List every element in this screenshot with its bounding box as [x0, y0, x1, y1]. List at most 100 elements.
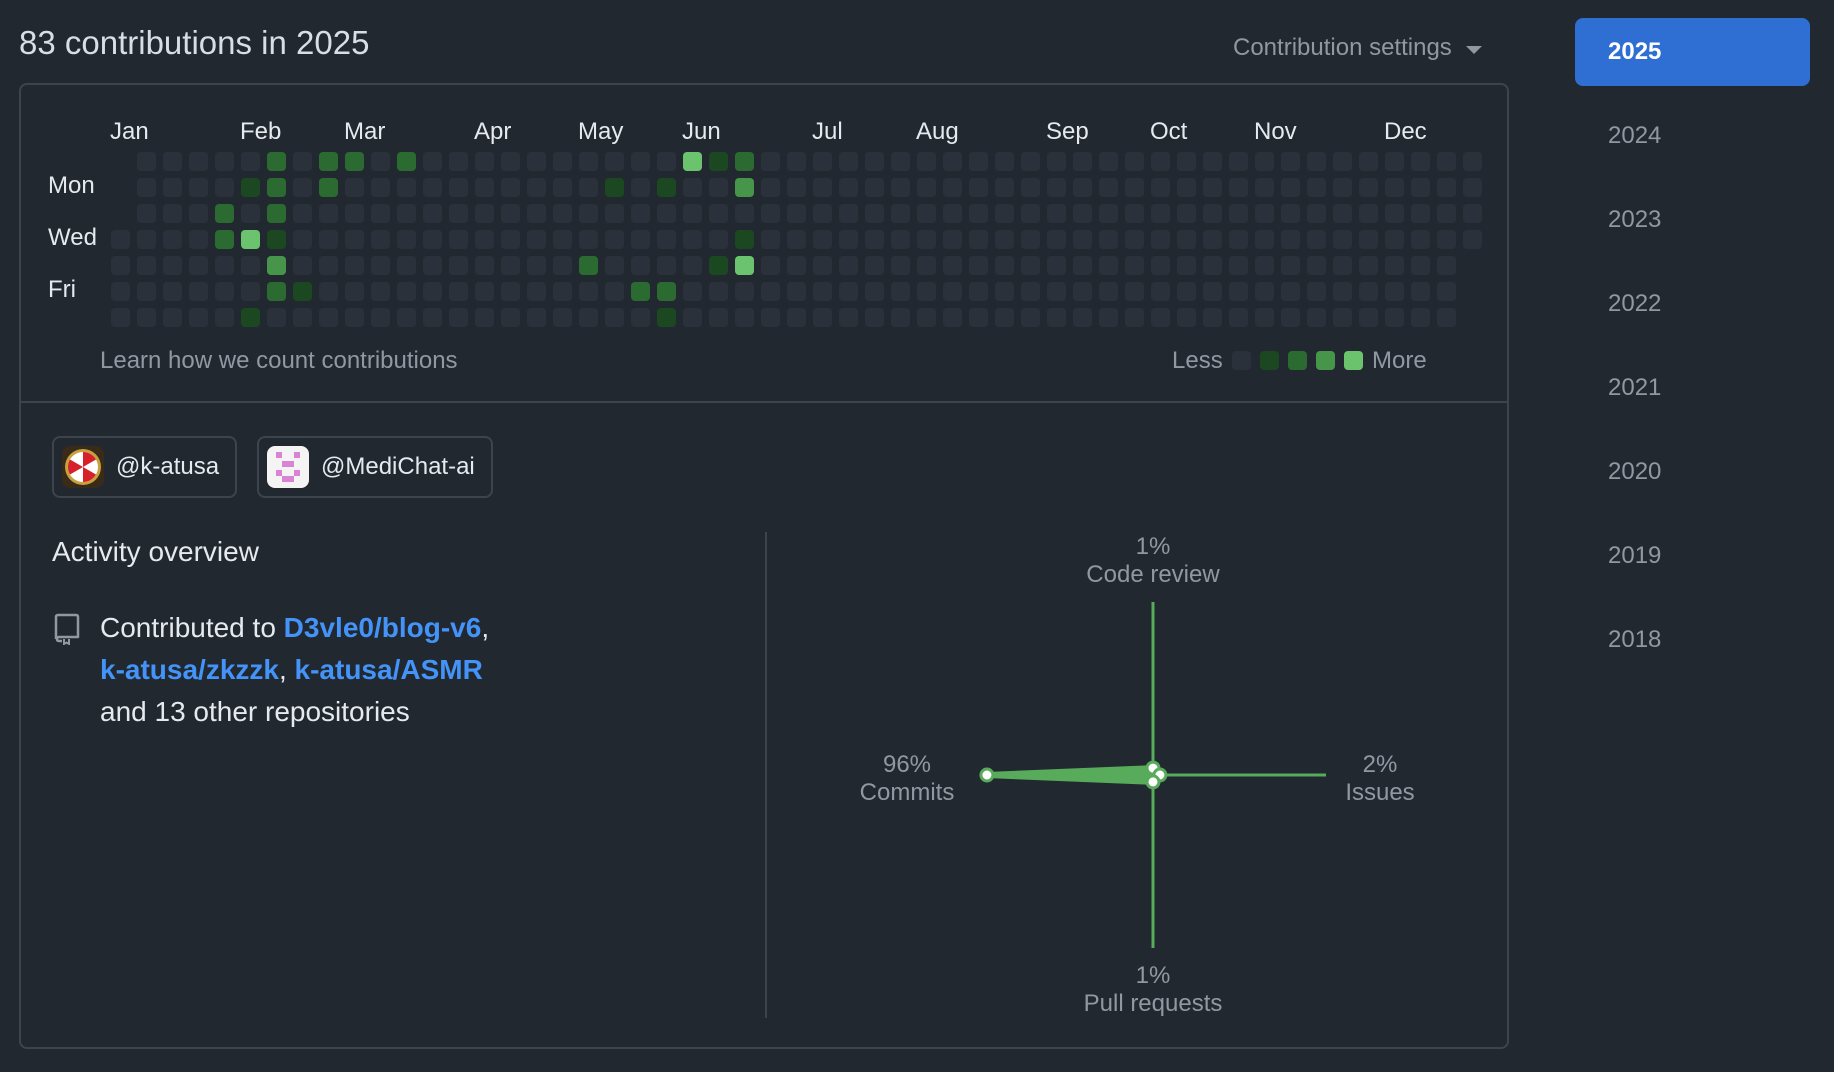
- contribution-day-cell[interactable]: [631, 152, 650, 171]
- contribution-day-cell[interactable]: [631, 230, 650, 249]
- contribution-day-cell[interactable]: [1099, 256, 1118, 275]
- contribution-day-cell[interactable]: [1307, 204, 1326, 223]
- contribution-settings-dropdown[interactable]: Contribution settings: [1233, 34, 1482, 62]
- contribution-day-cell[interactable]: [1203, 230, 1222, 249]
- contribution-day-cell[interactable]: [163, 308, 182, 327]
- contribution-day-cell[interactable]: [553, 282, 572, 301]
- contribution-day-cell[interactable]: [241, 178, 260, 197]
- contribution-day-cell[interactable]: [397, 308, 416, 327]
- contribution-day-cell[interactable]: [423, 282, 442, 301]
- contribution-day-cell[interactable]: [943, 178, 962, 197]
- year-button-2023[interactable]: 2023: [1575, 186, 1810, 254]
- contribution-day-cell[interactable]: [1073, 152, 1092, 171]
- contribution-day-cell[interactable]: [1359, 282, 1378, 301]
- contribution-day-cell[interactable]: [111, 256, 130, 275]
- contribution-day-cell[interactable]: [1073, 308, 1092, 327]
- contribution-day-cell[interactable]: [839, 152, 858, 171]
- contribution-day-cell[interactable]: [1411, 308, 1430, 327]
- contribution-day-cell[interactable]: [1203, 152, 1222, 171]
- contribution-day-cell[interactable]: [1359, 308, 1378, 327]
- contribution-day-cell[interactable]: [1151, 230, 1170, 249]
- contribution-day-cell[interactable]: [1463, 152, 1482, 171]
- contribution-day-cell[interactable]: [371, 204, 390, 223]
- contribution-day-cell[interactable]: [501, 282, 520, 301]
- contribution-day-cell[interactable]: [1359, 256, 1378, 275]
- contribution-day-cell[interactable]: [215, 256, 234, 275]
- contribution-day-cell[interactable]: [1385, 230, 1404, 249]
- contribution-day-cell[interactable]: [1125, 308, 1144, 327]
- contribution-day-cell[interactable]: [1307, 256, 1326, 275]
- contribution-day-cell[interactable]: [813, 204, 832, 223]
- contribution-day-cell[interactable]: [1281, 256, 1300, 275]
- contribution-day-cell[interactable]: [865, 230, 884, 249]
- contribution-day-cell[interactable]: [683, 204, 702, 223]
- contribution-day-cell[interactable]: [501, 178, 520, 197]
- contribution-day-cell[interactable]: [345, 308, 364, 327]
- contribution-day-cell[interactable]: [917, 230, 936, 249]
- contribution-day-cell[interactable]: [553, 256, 572, 275]
- contribution-day-cell[interactable]: [449, 204, 468, 223]
- contribution-day-cell[interactable]: [527, 308, 546, 327]
- contribution-day-cell[interactable]: [1281, 204, 1300, 223]
- contribution-day-cell[interactable]: [449, 308, 468, 327]
- contribution-day-cell[interactable]: [839, 308, 858, 327]
- year-button-2019[interactable]: 2019: [1575, 522, 1810, 590]
- contribution-day-cell[interactable]: [995, 308, 1014, 327]
- contribution-day-cell[interactable]: [293, 204, 312, 223]
- contribution-day-cell[interactable]: [1021, 256, 1040, 275]
- contribution-day-cell[interactable]: [1437, 178, 1456, 197]
- contribution-day-cell[interactable]: [319, 204, 338, 223]
- contribution-day-cell[interactable]: [865, 204, 884, 223]
- contribution-day-cell[interactable]: [1411, 230, 1430, 249]
- contribution-day-cell[interactable]: [839, 230, 858, 249]
- contribution-day-cell[interactable]: [995, 256, 1014, 275]
- contribution-day-cell[interactable]: [163, 178, 182, 197]
- contribution-day-cell[interactable]: [1333, 256, 1352, 275]
- contribution-day-cell[interactable]: [839, 256, 858, 275]
- contribution-day-cell[interactable]: [709, 282, 728, 301]
- contribution-day-cell[interactable]: [501, 152, 520, 171]
- contribution-day-cell[interactable]: [1203, 282, 1222, 301]
- contribution-day-cell[interactable]: [1047, 282, 1066, 301]
- contribution-day-cell[interactable]: [319, 282, 338, 301]
- contribution-day-cell[interactable]: [371, 308, 390, 327]
- contribution-day-cell[interactable]: [917, 256, 936, 275]
- contribution-day-cell[interactable]: [1099, 308, 1118, 327]
- contribution-day-cell[interactable]: [1177, 282, 1196, 301]
- contribution-day-cell[interactable]: [215, 230, 234, 249]
- contribution-day-cell[interactable]: [1151, 204, 1170, 223]
- contribution-day-cell[interactable]: [553, 230, 572, 249]
- contribution-day-cell[interactable]: [1047, 230, 1066, 249]
- contribution-day-cell[interactable]: [1255, 282, 1274, 301]
- contribution-day-cell[interactable]: [397, 282, 416, 301]
- contribution-day-cell[interactable]: [397, 204, 416, 223]
- contribution-day-cell[interactable]: [1359, 204, 1378, 223]
- learn-contributions-link[interactable]: Learn how we count contributions: [100, 347, 458, 374]
- contribution-day-cell[interactable]: [1463, 178, 1482, 197]
- contribution-day-cell[interactable]: [1177, 256, 1196, 275]
- contribution-day-cell[interactable]: [1307, 178, 1326, 197]
- contribution-day-cell[interactable]: [969, 152, 988, 171]
- contribution-day-cell[interactable]: [1229, 256, 1248, 275]
- contribution-day-cell[interactable]: [1073, 230, 1092, 249]
- contribution-day-cell[interactable]: [501, 230, 520, 249]
- contribution-day-cell[interactable]: [735, 308, 754, 327]
- contribution-day-cell[interactable]: [1021, 308, 1040, 327]
- contribution-day-cell[interactable]: [371, 256, 390, 275]
- contribution-day-cell[interactable]: [371, 230, 390, 249]
- contribution-day-cell[interactable]: [189, 256, 208, 275]
- contribution-day-cell[interactable]: [787, 256, 806, 275]
- contribution-day-cell[interactable]: [267, 256, 286, 275]
- contribution-day-cell[interactable]: [501, 256, 520, 275]
- contribution-day-cell[interactable]: [1385, 204, 1404, 223]
- contribution-day-cell[interactable]: [1151, 152, 1170, 171]
- contribution-day-cell[interactable]: [787, 178, 806, 197]
- year-button-2024[interactable]: 2024: [1575, 102, 1810, 170]
- contribution-day-cell[interactable]: [943, 230, 962, 249]
- year-button-2021[interactable]: 2021: [1575, 354, 1810, 422]
- contribution-day-cell[interactable]: [137, 178, 156, 197]
- contribution-day-cell[interactable]: [605, 256, 624, 275]
- contribution-day-cell[interactable]: [735, 152, 754, 171]
- contribution-day-cell[interactable]: [1359, 178, 1378, 197]
- contribution-day-cell[interactable]: [1437, 204, 1456, 223]
